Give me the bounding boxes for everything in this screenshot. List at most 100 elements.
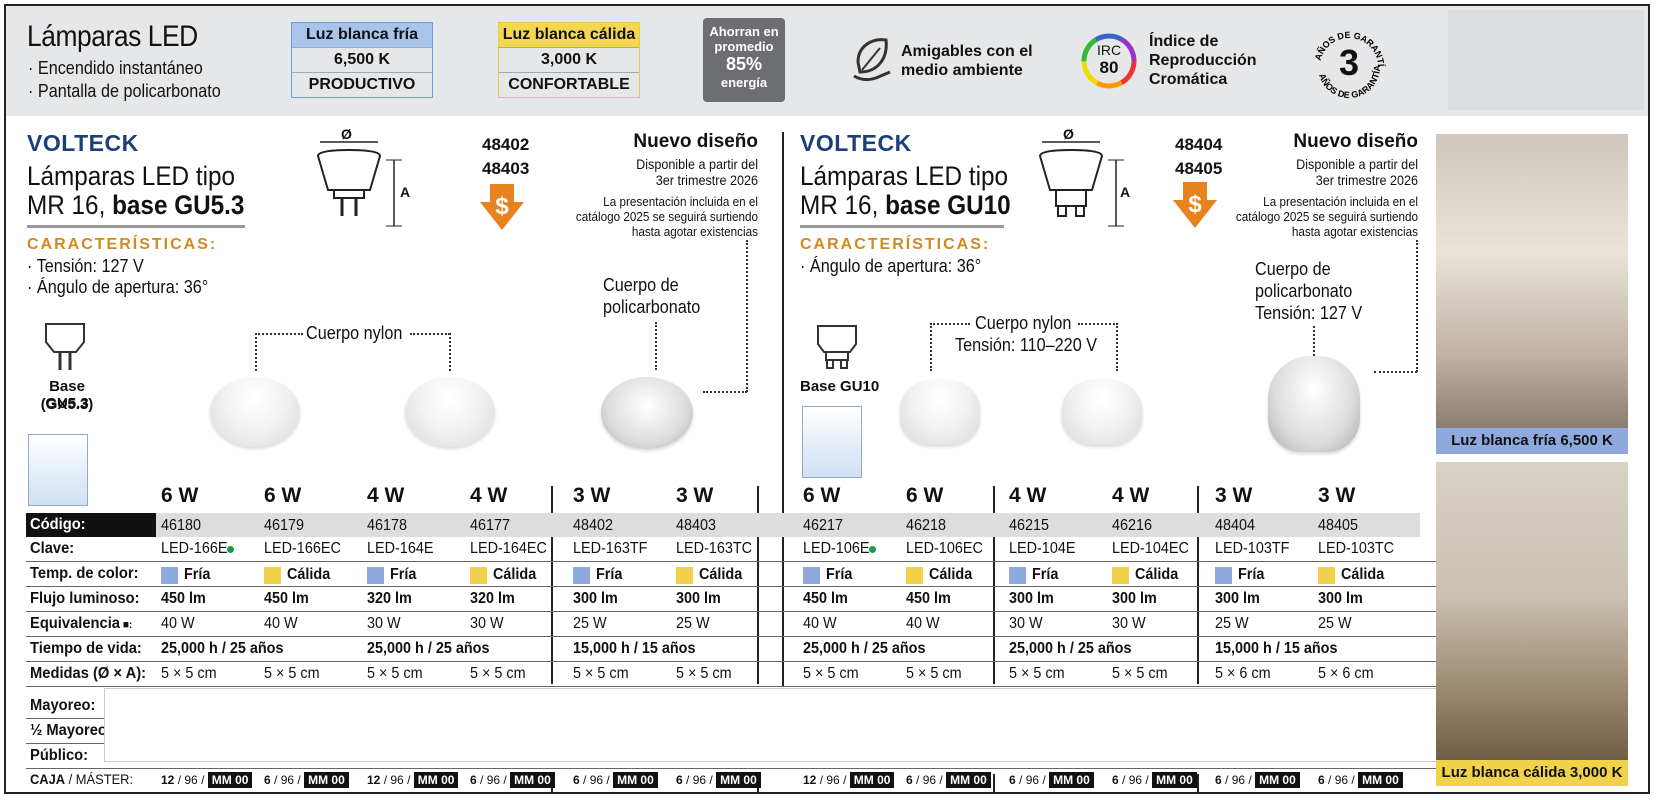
irc-badge-label: IRC <box>1096 42 1122 58</box>
equivalence: 40 W <box>803 615 837 632</box>
box-qty: 6 <box>573 773 580 787</box>
spec-item: · Ángulo de apertura: 36° <box>800 256 982 276</box>
luminous-flux: 450 lm <box>161 590 206 607</box>
row-rule <box>26 586 1446 587</box>
lifetime: 15,000 h / 15 años <box>1215 640 1338 657</box>
bulb-image <box>405 377 495 447</box>
row-label-medidas: Medidas (Ø × A): <box>30 665 147 682</box>
dimensions: 5 × 5 cm <box>906 665 962 682</box>
color-temp: Fría <box>596 566 623 583</box>
row-label-temp: Temp. de color: <box>30 565 139 582</box>
luminous-flux: 300 lm <box>1009 590 1054 607</box>
watt-label: 4 W <box>367 484 405 507</box>
product-key: LED-166E <box>161 540 228 557</box>
row-label-flujo: Flujo luminoso: <box>30 590 140 607</box>
box-qty: 6 <box>470 773 477 787</box>
product-key: LED-163TF <box>573 540 648 557</box>
product-title-line1: Lámparas LED tipo <box>800 161 1009 191</box>
row-label-equiv: Equivalencia ■: <box>30 615 133 632</box>
color-temp: Fría <box>184 566 211 583</box>
color-swatch <box>1112 567 1129 584</box>
product-code: 46217 <box>803 517 844 534</box>
price-dollar-icon: $ <box>1173 182 1217 228</box>
equivalence: 25 W <box>1318 615 1352 632</box>
watt-label: 3 W <box>573 484 611 507</box>
product-code: 46178 <box>367 517 408 534</box>
title-base: base GU10 <box>885 190 1011 220</box>
pack-qty: 6 / 96 / MM 00 <box>1318 772 1403 788</box>
luminous-flux: 450 lm <box>906 590 951 607</box>
color-swatch <box>1318 567 1335 584</box>
color-swatch <box>676 567 693 584</box>
price-box: MM 00 <box>613 772 658 788</box>
product-code: 46180 <box>161 517 202 534</box>
dim-phi-label: Ø <box>341 126 352 142</box>
box-qty: 12 <box>161 773 175 787</box>
pack-qty: 6 / 96 / MM 00 <box>470 772 555 788</box>
color-temp: Cálida <box>493 566 537 583</box>
irc-line2: Reproducción <box>1149 52 1257 69</box>
irc-badge-value: 80 <box>1099 58 1119 77</box>
watt-label: 6 W <box>906 484 944 507</box>
product-code: 46215 <box>1009 517 1050 534</box>
savings-line2: promedio <box>714 39 774 54</box>
new-code: 48404 <box>1175 135 1223 154</box>
pack-qty: 12 / 96 / MM 00 <box>803 772 895 788</box>
master-qty: 96 <box>589 773 604 787</box>
box-qty: 6 <box>1112 773 1119 787</box>
base-label: Base GU10 <box>800 378 880 395</box>
price-box: MM 00 <box>716 772 761 788</box>
equivalence: 25 W <box>676 615 710 632</box>
presentation-line3: hasta agotar existencias <box>1291 224 1418 239</box>
lifetime: 15,000 h / 15 años <box>573 640 696 657</box>
characteristics-heading: CARACTERÍSTICAS: <box>27 236 218 253</box>
savings-value: 85% <box>725 54 763 74</box>
warranty-seal-icon: AÑOS DE GARANTÍA AÑOS DE GARANTÍA <box>1308 26 1386 100</box>
dimensions: 5 × 5 cm <box>1112 665 1168 682</box>
callout-line <box>1416 240 1418 372</box>
package-image <box>802 406 862 478</box>
warm-light-name: Luz blanca cálida <box>499 23 639 48</box>
new-code: 48405 <box>1175 159 1223 178</box>
callout-line <box>410 333 450 335</box>
watt-label: 3 W <box>676 484 714 507</box>
color-swatch <box>161 567 178 584</box>
pack-qty: 12 / 96 / MM 00 <box>367 772 459 788</box>
dimensions: 5 × 5 cm <box>161 665 217 682</box>
header-bullet: · Pantalla de policarbonato <box>28 81 221 101</box>
master-qty: 96 <box>184 773 198 787</box>
bulb-image <box>900 379 980 445</box>
luminous-flux: 450 lm <box>264 590 309 607</box>
luminous-flux: 300 lm <box>1215 590 1260 607</box>
row-rule <box>26 768 1446 769</box>
product-code: 46177 <box>470 517 511 534</box>
brand-logo: VOLTECK <box>27 130 139 156</box>
box-qty: 6 <box>264 773 271 787</box>
luminous-flux: 320 lm <box>470 590 515 607</box>
callout-line <box>449 333 451 371</box>
color-temp: Cálida <box>699 566 743 583</box>
presentation-line1: La presentación incluida en el <box>603 194 758 209</box>
product-key: LED-103TC <box>1318 540 1395 557</box>
box-qty: 6 <box>1215 773 1222 787</box>
color-swatch <box>803 567 820 584</box>
equivalence: 40 W <box>264 615 298 632</box>
product-key: LED-104E <box>1009 540 1076 557</box>
warm-light-box: Luz blanca cálida 3,000 K CONFORTABLE <box>498 22 640 98</box>
lifetime: 25,000 h / 25 años <box>1009 640 1132 657</box>
box-qty: 6 <box>906 773 913 787</box>
master-qty: 96 <box>280 773 295 787</box>
product-code: 46218 <box>906 517 947 534</box>
product-code: 46216 <box>1112 517 1153 534</box>
dimensions: 5 × 5 cm <box>803 665 859 682</box>
row-label-caja: CAJA / MÁSTER: <box>30 771 133 787</box>
product-title-line1: Lámparas LED tipo <box>27 161 236 191</box>
color-temp: Cálida <box>1341 566 1385 583</box>
callout-line <box>703 391 747 393</box>
callout-line <box>1078 323 1118 325</box>
price-box: MM 00 <box>1152 772 1197 788</box>
row-rule <box>26 661 1446 662</box>
row-label-medio: ½ Mayoreo: <box>30 722 112 739</box>
product-key: LED-104EC <box>1112 540 1189 557</box>
group-separator <box>551 486 553 684</box>
